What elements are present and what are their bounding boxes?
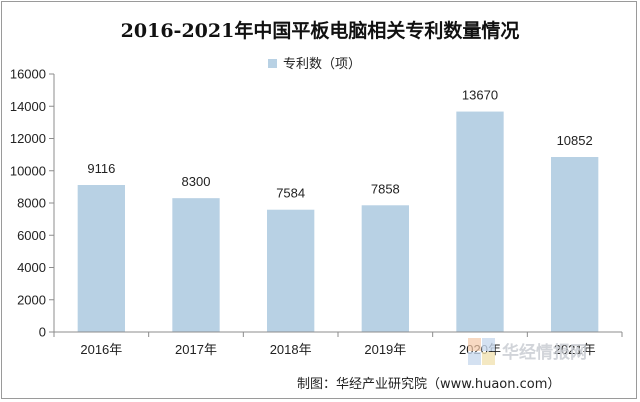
bar — [361, 205, 409, 332]
bar — [77, 185, 125, 332]
bar — [551, 157, 599, 332]
y-tick-label: 4000 — [17, 260, 46, 275]
data-label: 8300 — [182, 174, 211, 189]
x-tick-label: 2017年 — [175, 342, 217, 357]
y-tick-label: 16000 — [10, 67, 46, 82]
y-tick-label: 10000 — [10, 163, 46, 178]
data-label: 13670 — [462, 88, 498, 103]
y-tick-label: 8000 — [17, 196, 46, 211]
data-label: 7584 — [276, 186, 305, 201]
source-note: 制图：华经产业研究院（www.huaon.com） — [297, 377, 560, 392]
y-tick-label: 0 — [39, 325, 46, 340]
data-label: 9116 — [87, 161, 115, 176]
bar — [456, 111, 504, 332]
watermark: 华经情报网 — [468, 338, 587, 365]
y-tick-label: 12000 — [10, 131, 46, 146]
data-label: 7858 — [371, 181, 400, 196]
y-tick-label: 2000 — [17, 292, 46, 307]
x-tick-label: 2016年 — [80, 342, 122, 357]
legend: 专利数（项） — [268, 57, 361, 72]
legend-label: 专利数（项） — [283, 57, 361, 72]
watermark-text: 华经情报网 — [502, 342, 587, 363]
x-tick-label: 2018年 — [270, 342, 312, 357]
bars: 9116 8300 7584 7858 13670 10852 — [77, 88, 599, 332]
legend-swatch — [268, 59, 277, 68]
y-tick-label: 6000 — [17, 228, 46, 243]
x-tick-label: 2021年 — [554, 342, 596, 357]
x-tick-label: 2019年 — [364, 342, 406, 357]
bar — [267, 209, 315, 332]
y-axis: 0 2000 4000 6000 8000 10000 12000 14000 16000 — [10, 67, 55, 340]
watermark-logo-icon — [468, 338, 495, 365]
data-label: 10852 — [557, 133, 593, 148]
bar — [172, 198, 220, 332]
chart-title: 2016-2021年中国平板电脑相关专利数量情况 — [121, 19, 520, 42]
y-tick-label: 14000 — [10, 99, 46, 114]
